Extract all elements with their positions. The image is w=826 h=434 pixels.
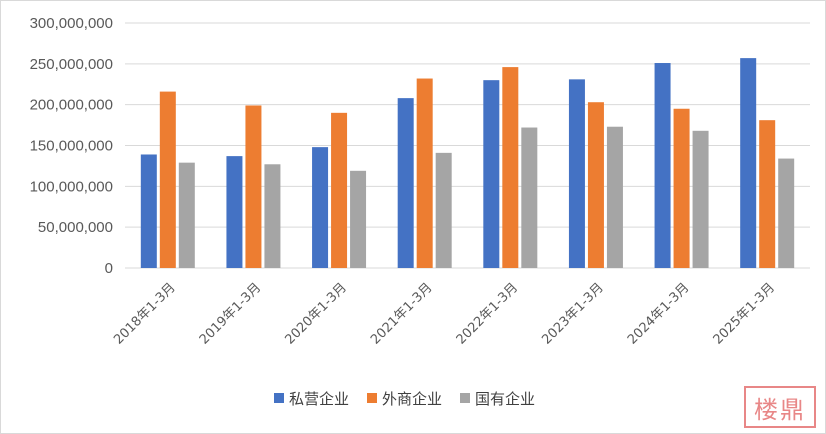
legend: 私营企业 外商企业 国有企业: [274, 390, 535, 408]
bar: [245, 105, 262, 268]
bar: [587, 102, 604, 268]
x-tick-label: 2021年1-3月: [368, 280, 435, 347]
bar: [350, 170, 367, 268]
bar: [502, 67, 519, 268]
y-tick-label: 0: [105, 260, 113, 277]
bar: [435, 152, 452, 268]
bar: [159, 91, 176, 268]
bar: [312, 147, 329, 268]
bar: [606, 126, 623, 268]
x-tick-label: 2022年1-3月: [454, 280, 521, 347]
x-tick-label: 2024年1-3月: [625, 280, 692, 347]
bar: [416, 78, 433, 269]
bar: [740, 58, 757, 268]
legend-label: 国有企业: [475, 390, 535, 408]
y-tick-label: 150,000,000: [30, 138, 113, 155]
bar: [673, 108, 690, 268]
y-tick-label: 50,000,000: [38, 219, 113, 236]
x-axis-ticks: 2018年1-3月 2019年1-3月 2020年1-3月 2021年1-3月 2022…: [111, 280, 778, 347]
x-tick-label: 2025年1-3月: [711, 280, 778, 347]
bar: [778, 158, 795, 268]
bar: [264, 164, 281, 268]
y-tick-label: 100,000,000: [30, 178, 113, 195]
watermark-stamp: 楼鼎: [744, 386, 816, 428]
y-tick-label: 250,000,000: [30, 56, 113, 73]
y-tick-label: 300,000,000: [30, 15, 113, 32]
y-axis-ticks: 0 50,000,000 100,000,000 150,000,000 200,000…: [30, 15, 113, 277]
bar: [692, 130, 709, 268]
x-tick-label: 2020年1-3月: [282, 280, 349, 347]
bar: [140, 154, 157, 268]
x-tick-label: 2019年1-3月: [197, 280, 264, 347]
bars: [140, 58, 795, 269]
x-tick-label: 2023年1-3月: [539, 280, 606, 347]
bar: [521, 127, 538, 269]
legend-swatch: [460, 393, 470, 403]
bar: [654, 63, 671, 269]
bar: [483, 80, 500, 269]
legend-label: 私营企业: [289, 390, 349, 408]
legend-swatch: [367, 393, 377, 403]
bar: [759, 120, 776, 268]
bar: [331, 112, 348, 268]
bar: [568, 79, 585, 268]
bar: [397, 98, 414, 268]
y-tick-label: 200,000,000: [30, 97, 113, 114]
bar: [226, 156, 243, 268]
bar: [178, 162, 195, 268]
x-tick-label: 2018年1-3月: [111, 280, 178, 347]
legend-label: 外商企业: [382, 390, 442, 408]
legend-swatch: [274, 393, 284, 403]
